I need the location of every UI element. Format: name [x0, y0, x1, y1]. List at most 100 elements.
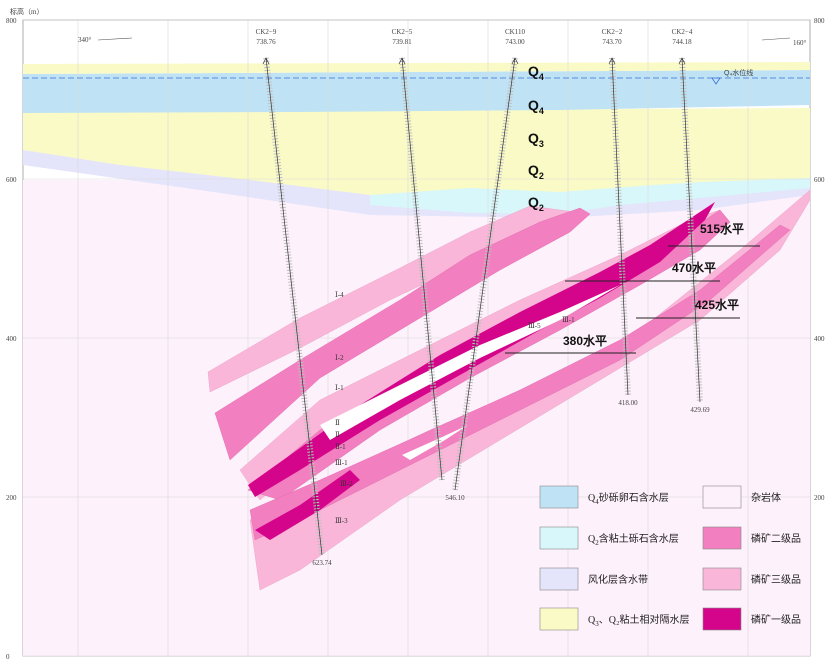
borehole-line: [681, 57, 701, 403]
stratum-label: Q2: [528, 194, 544, 213]
borehole-collar-elevation: 743.70: [602, 38, 622, 46]
legend-item: 风化层含水带: [539, 567, 648, 591]
right-tick-label: 200: [814, 494, 825, 502]
ore-bodies: [207, 189, 811, 591]
ore-body-mark: Ⅱ: [335, 419, 340, 427]
left-tick-label: 800: [6, 17, 17, 25]
ore-body-mark: Ⅲ-2: [340, 480, 353, 488]
borehole-collar-elevation: 743.00: [505, 38, 525, 46]
stratum-label: Q3: [528, 130, 544, 149]
borehole-collar-elevation: 738.76: [256, 38, 276, 46]
stratum-label: Q4: [528, 63, 544, 82]
ore-white-lens: [320, 285, 620, 440]
legend-item: Q4砂砾卵石含水层: [539, 485, 669, 509]
legend-label: 风化层含水带: [588, 573, 648, 586]
stratum-label: Q4: [528, 97, 544, 116]
right-tick-label: 400: [814, 335, 825, 343]
axis-title: 标高（m）: [10, 7, 43, 16]
level-label: 380水平: [563, 333, 607, 348]
legend-item: 磷矿二级品: [702, 526, 801, 550]
legend-swatch: [539, 485, 579, 509]
legend-item: Q3、Q₂粘土相对隔水层: [539, 607, 689, 631]
ore-body-mark: Ⅲ-1: [562, 316, 575, 324]
level-label: 470水平: [672, 260, 716, 275]
legend-item: Q2含粘土砾石含水层: [539, 526, 679, 550]
legend-label: Q3、Q₂粘土相对隔水层: [588, 613, 689, 628]
q4-gravel-aquifer: [23, 70, 810, 113]
legend-swatch: [702, 485, 742, 509]
level-label: 425水平: [695, 297, 739, 312]
borehole: CK2−2 743.70 418.00: [602, 28, 638, 407]
borehole-arrow-icon: [678, 57, 686, 65]
orientation-left-arrow: [97, 37, 133, 41]
ore-white-lens-lower: [402, 425, 468, 460]
left-tick-label: 200: [6, 494, 17, 502]
legend-label: Q2含粘土砾石含水层: [588, 532, 679, 547]
legend-label: 杂岩体: [751, 491, 781, 504]
ore-body-mark: Ⅰ-2: [335, 354, 344, 362]
legend-swatch: [539, 567, 579, 591]
legend-label: Q4砂砾卵石含水层: [588, 491, 669, 506]
grid-lines: [23, 19, 810, 657]
borehole-collar-elevation: 744.18: [672, 38, 692, 46]
legend-item: 磷矿一级品: [702, 607, 801, 631]
ore-body-mark: Ⅱ: [335, 431, 340, 439]
legend-item: 杂岩体: [702, 485, 781, 509]
orientation-right: 160°: [793, 39, 807, 47]
borehole-line: [611, 57, 629, 396]
mining-levels: 515水平 470水平 425水平 380水平: [505, 221, 760, 354]
borehole-arrow-icon: [608, 57, 616, 65]
borehole-collar-elevation: 739.81: [392, 38, 412, 46]
legend-label: 磷矿三级品: [751, 573, 801, 586]
borehole-arrow-icon: [511, 57, 519, 65]
borehole-arrow-icon: [398, 57, 406, 65]
water-table-triangle-icon: [711, 77, 721, 85]
boreholes: CK2−9 738.76 623.74 CK2−5 739.81 CK110 743.00 5…: [256, 28, 710, 567]
ore-body-marks: Ⅰ-4 Ⅰ-2 Ⅰ-1 Ⅱ Ⅱ Ⅱ-1 Ⅲ-1 Ⅲ-2 Ⅲ-3 Ⅲ-5 Ⅲ-1: [335, 291, 575, 525]
borehole-arrow-icon: [262, 57, 270, 65]
ore-body-mark: Ⅱ-1: [335, 443, 346, 451]
legend-swatch: [702, 567, 742, 591]
borehole-name: CK2−2: [602, 28, 623, 36]
water-table-label: Q₄水位线: [724, 68, 753, 77]
borehole: CK2−5 739.81: [392, 28, 445, 481]
borehole: CK110 743.00 546.10: [445, 28, 525, 502]
legend-swatch: [539, 607, 579, 631]
ore-body-mark: Ⅰ-1: [335, 384, 344, 392]
left-axis-ticks: 800 600 400 200 0: [6, 17, 17, 661]
ore-grade-2-band-upper: [214, 207, 591, 461]
ore-grade-2-band-lower: [249, 224, 791, 541]
stratum-label: Q2: [528, 162, 544, 181]
left-tick-label: 400: [6, 335, 17, 343]
legend-swatch: [702, 526, 742, 550]
right-tick-label: 800: [814, 17, 825, 25]
right-tick-label: 600: [814, 176, 825, 184]
left-tick-label: 0: [6, 653, 10, 661]
water-table-marker: Q₄水位线: [711, 68, 753, 85]
orientation-left: 340°: [78, 36, 92, 44]
orientation-right-arrow: [761, 37, 791, 41]
strata-labels: Q4 Q4 Q3 Q2 Q2: [528, 63, 544, 213]
legend-swatch: [539, 526, 579, 550]
borehole: CK2−9 738.76 623.74: [256, 28, 332, 567]
ore-grade-1-lower-lens: [255, 470, 360, 540]
borehole-name: CK110: [505, 28, 525, 36]
legend-label: 磷矿一级品: [751, 613, 801, 626]
borehole-name: CK2−4: [672, 28, 693, 36]
ore-body-mark: Ⅲ-3: [335, 517, 348, 525]
borehole-name: CK2−5: [392, 28, 413, 36]
borehole-line: [401, 57, 443, 481]
legend-label: 磷矿二级品: [751, 532, 801, 545]
right-axis-ticks: 800 600 400 200: [814, 17, 825, 502]
legend-swatch: [702, 607, 742, 631]
q2-gravel-aquifer: [370, 178, 810, 214]
borehole-line: [265, 57, 323, 556]
borehole-bottom-depth: 418.00: [618, 399, 638, 407]
borehole: CK2−4 744.18 429.69: [672, 28, 710, 414]
borehole-bottom-depth: 546.10: [445, 494, 465, 502]
left-tick-label: 600: [6, 176, 17, 184]
ore-body-mark: Ⅰ-4: [335, 291, 344, 299]
